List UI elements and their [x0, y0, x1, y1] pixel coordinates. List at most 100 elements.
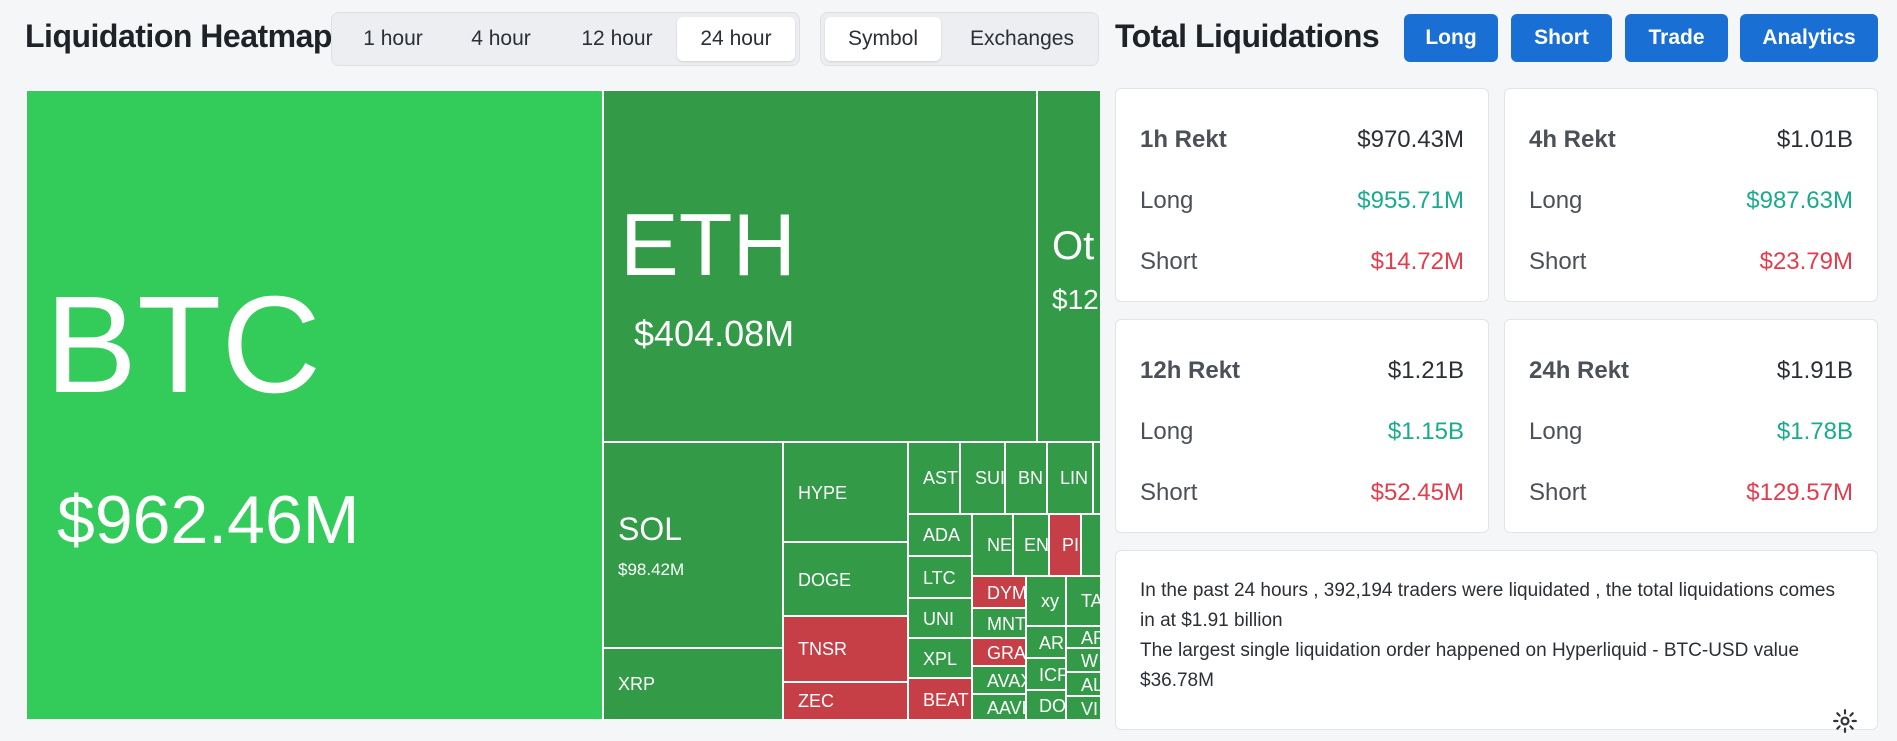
- treemap-cell-dym[interactable]: DYM: [972, 576, 1026, 608]
- cell-symbol: Ot: [1052, 224, 1095, 268]
- time-range-tabs: 1 hour 4 hour 12 hour 24 hour: [331, 12, 800, 66]
- cell-symbol: NE: [987, 535, 1013, 555]
- short-value: $52.45M: [1370, 479, 1464, 506]
- treemap-cell-xpl[interactable]: XPL: [908, 638, 972, 678]
- cell-symbol: VI: [1081, 699, 1099, 719]
- tab-4-hour[interactable]: 4 hour: [471, 27, 531, 50]
- cell-symbol: AAVE: [987, 698, 1025, 718]
- treemap-cell-ada[interactable]: ADA: [908, 514, 972, 556]
- tab-1-hour[interactable]: 1 hour: [363, 27, 423, 50]
- treemap-cell-uni[interactable]: UNI: [908, 598, 972, 638]
- treemap-cell-eth[interactable]: ETH $404.08M: [603, 90, 1037, 442]
- cell-symbol: BEAT: [923, 690, 969, 710]
- treemap-cell-gras[interactable]: GRAS: [972, 638, 1026, 666]
- short-button[interactable]: Short: [1511, 14, 1612, 62]
- short-value: $23.79M: [1759, 248, 1853, 275]
- treemap-cell-pi[interactable]: PI: [1049, 514, 1081, 576]
- treemap-cell-ne[interactable]: NE: [972, 514, 1013, 576]
- tab-exchanges[interactable]: Exchanges: [970, 27, 1074, 50]
- long-label: Long: [1140, 418, 1194, 445]
- analytics-button[interactable]: Analytics: [1740, 14, 1878, 62]
- cell-value: $404.08M: [634, 313, 795, 354]
- cell-symbol: BTC: [45, 268, 321, 422]
- long-value: $1.15B: [1387, 418, 1464, 445]
- page-title: Liquidation Heatmap: [25, 18, 332, 54]
- cell-symbol: SOL: [618, 511, 683, 547]
- cell-symbol: TNSR: [798, 639, 847, 659]
- short-label: Short: [1140, 248, 1198, 275]
- cell-symbol: XRP: [618, 674, 656, 694]
- total-liquidations-title: Total Liquidations: [1115, 18, 1380, 54]
- treemap-cell-hype[interactable]: HYPE: [783, 442, 908, 542]
- card-label: 1h Rekt: [1140, 126, 1227, 153]
- cell-symbol: AST: [923, 468, 959, 488]
- cell-symbol: AP: [1081, 628, 1100, 648]
- cell-symbol: HYPE: [798, 483, 848, 503]
- cell-symbol: xy: [1041, 591, 1059, 611]
- treemap-cell-ar[interactable]: AR: [1026, 626, 1066, 658]
- cell-symbol: GRAS: [987, 643, 1026, 663]
- treemap-cell-xy[interactable]: xy: [1026, 576, 1066, 626]
- liquidation-summary: In the past 24 hours , 392,194 traders w…: [1115, 550, 1878, 730]
- treemap-cell-sol[interactable]: SOL $98.42M: [603, 442, 783, 648]
- long-label: Long: [1529, 187, 1583, 214]
- summary-line-1: In the past 24 hours , 392,194 traders w…: [1140, 580, 1835, 631]
- cell-value: $12: [1052, 284, 1099, 315]
- long-value: $987.63M: [1746, 187, 1853, 214]
- long-value: $1.78B: [1776, 418, 1853, 445]
- short-label: Short: [1529, 248, 1587, 275]
- trade-button[interactable]: Trade: [1625, 14, 1728, 62]
- cell-symbol: MNT: [987, 614, 1026, 634]
- treemap-cell-vi[interactable]: VI: [1066, 696, 1100, 720]
- short-label: Short: [1529, 479, 1587, 506]
- treemap-cell-extra-1[interactable]: [1093, 442, 1100, 514]
- card-total: $1.91B: [1776, 357, 1853, 384]
- cell-symbol: AL: [1081, 675, 1100, 695]
- treemap-cell-avax[interactable]: AVAX: [972, 666, 1026, 694]
- cell-symbol: ICP: [1039, 665, 1065, 685]
- tab-12-hour[interactable]: 12 hour: [581, 27, 653, 50]
- cell-symbol: LTC: [923, 568, 956, 588]
- treemap-cell-xrp[interactable]: XRP: [603, 648, 783, 720]
- cell-symbol: BN: [1018, 468, 1044, 488]
- long-button[interactable]: Long: [1404, 14, 1498, 62]
- gear-icon-svg: [1833, 709, 1857, 733]
- stat-card-1h: 1h Rekt $970.43M Long $955.71M Short $14.72…: [1115, 88, 1489, 302]
- treemap-cell-do[interactable]: DO: [1026, 690, 1066, 720]
- cell-symbol: ETH: [620, 195, 796, 294]
- treemap-cell-tnsr[interactable]: TNSR: [783, 616, 908, 682]
- treemap-cell-aave[interactable]: AAVE: [972, 694, 1026, 720]
- treemap-cell-ta[interactable]: TA: [1066, 576, 1100, 626]
- treemap-cell-en[interactable]: EN: [1013, 514, 1049, 576]
- tab-symbol[interactable]: Symbol: [825, 17, 941, 61]
- short-value: $129.57M: [1746, 479, 1853, 506]
- treemap-cell-btc[interactable]: BTC $962.46M: [26, 90, 603, 720]
- treemap-cell-zec[interactable]: ZEC: [783, 682, 908, 720]
- card-label: 24h Rekt: [1529, 357, 1630, 384]
- liquidation-treemap: BTC $962.46M ETH $404.08M Ot $12 SOL $98…: [26, 90, 1100, 720]
- cell-symbol: DYM: [987, 583, 1026, 603]
- treemap-cell-sui[interactable]: SUI: [960, 442, 1005, 514]
- cell-symbol: ZEC: [798, 691, 834, 711]
- long-label: Long: [1529, 418, 1583, 445]
- summary-line-2: The largest single liquidation order hap…: [1140, 640, 1800, 691]
- treemap-cell-beat[interactable]: BEAT: [908, 678, 972, 720]
- treemap-cell-mnt[interactable]: MNT: [972, 608, 1026, 638]
- treemap-cell-ast[interactable]: AST: [908, 442, 960, 514]
- cell-symbol: DO: [1039, 696, 1066, 716]
- treemap-cell-doge[interactable]: DOGE: [783, 542, 908, 616]
- treemap-cell-w[interactable]: W: [1066, 648, 1100, 672]
- card-total: $1.21B: [1387, 357, 1464, 384]
- treemap-cell-lin[interactable]: LIN: [1047, 442, 1093, 514]
- treemap-cell-others[interactable]: Ot $12: [1037, 90, 1100, 442]
- treemap-cell-ltc[interactable]: LTC: [908, 556, 972, 598]
- card-label: 4h Rekt: [1529, 126, 1616, 153]
- tab-24-hour[interactable]: 24 hour: [677, 17, 795, 61]
- treemap-cell-bn[interactable]: BN: [1005, 442, 1047, 514]
- treemap-cell-ap[interactable]: AP: [1066, 626, 1100, 648]
- gear-icon[interactable]: [1832, 708, 1862, 738]
- cell-symbol: PI: [1062, 535, 1080, 555]
- treemap-cell-al[interactable]: AL: [1066, 672, 1100, 696]
- treemap-cell-extra-2[interactable]: [1081, 514, 1100, 576]
- treemap-cell-icp[interactable]: ICP: [1026, 658, 1066, 690]
